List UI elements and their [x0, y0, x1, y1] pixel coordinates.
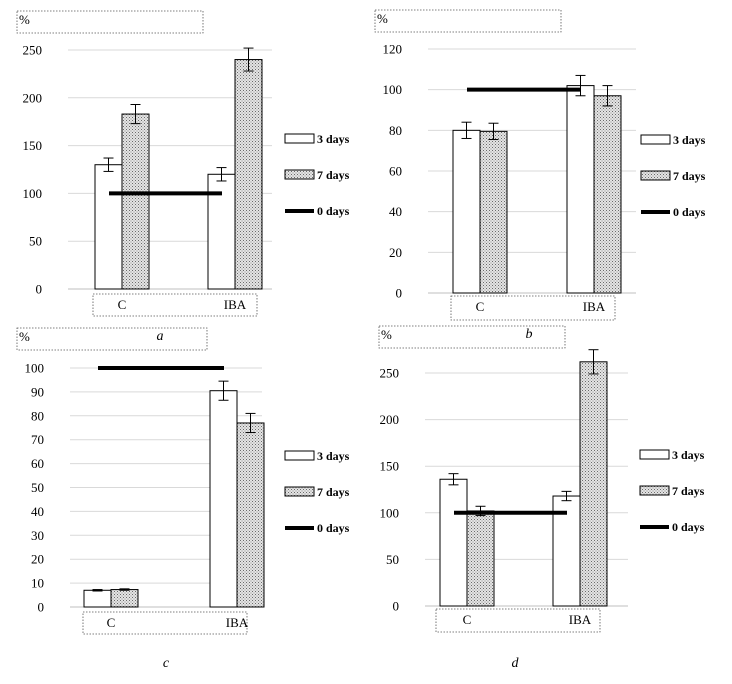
panel-d-unit-box [378, 325, 566, 349]
panel-a-category-box [92, 293, 258, 317]
panel-b-ytick-label: 80 [389, 123, 402, 138]
panel-c-ytick-label: 80 [31, 408, 44, 423]
panel-b-category-label-iba: IBA [583, 299, 606, 314]
panel-d-legend-swatch-3days [639, 449, 670, 460]
panel-c-category-label-c: C [107, 615, 116, 630]
panel-c-legend-swatch-3days [284, 450, 315, 461]
panel-b-bar-3days-iba [566, 85, 595, 294]
panel-a-unit-label: % [19, 12, 30, 27]
panel-b-bar-3days-c [452, 129, 481, 294]
panel-b-ytick-label: 40 [389, 204, 402, 219]
panel-c-ytick-label: 0 [38, 600, 45, 615]
panel-b-ytick-label: 60 [389, 164, 402, 179]
panel-c-ytick-label: 100 [25, 361, 45, 376]
panel-d-ytick-label: 50 [386, 552, 399, 567]
panel-a-ytick-label: 200 [23, 90, 43, 105]
panel-c-legend-label-3days: 3 days [317, 449, 350, 463]
panel-a-legend-swatch-7days [284, 169, 315, 180]
panel-d-ytick-label: 0 [393, 599, 400, 614]
panel-b-legend-swatch-7days [640, 170, 671, 181]
panel-c-ytick-label: 70 [31, 432, 44, 447]
panel-d-bar-7days-c [466, 510, 495, 607]
panel-c-bar-7days-iba [236, 422, 265, 608]
panel-b-legend-label-0days: 0 days [673, 205, 706, 219]
panel-a-category-label-iba: IBA [224, 297, 247, 312]
panel-b-ytick-label: 100 [383, 82, 403, 97]
panel-c-ytick-label: 40 [31, 504, 44, 519]
panel-d-category-label-c: C [463, 612, 472, 627]
panel-c-ytick-label: 10 [31, 576, 44, 591]
panel-b-ytick-label: 20 [389, 245, 402, 260]
panel-d-legend-swatch-7days [639, 485, 670, 496]
panel-d-legend-label-3days: 3 days [672, 448, 705, 462]
panel-b-legend-label-7days: 7 days [673, 169, 706, 183]
panel-d-category-label-iba: IBA [569, 612, 592, 627]
panel-a-ytick-label: 0 [36, 282, 43, 297]
panel-b-bar-7days-iba [593, 95, 622, 294]
panel-c-unit-label: % [19, 329, 30, 344]
panel-b-unit-label: % [377, 11, 388, 26]
panel-d-bar-3days-c [439, 478, 468, 607]
panel-c-ytick-label: 90 [31, 384, 44, 399]
panel-c-ytick-label: 30 [31, 528, 44, 543]
panel-a-bar-7days-iba [234, 59, 263, 290]
panel-c-ytick-label: 20 [31, 552, 44, 567]
panel-c-bar-7days-c [110, 589, 139, 608]
panel-d-bar-7days-iba [579, 361, 608, 607]
panel-d-ytick-label: 100 [380, 505, 400, 520]
panel-d-ytick-label: 200 [380, 412, 400, 427]
panel-a-unit-box [16, 10, 204, 34]
panel-d-ytick-label: 150 [380, 459, 400, 474]
panel-a-bar-7days-c [121, 113, 150, 290]
panel-c-ytick-label: 60 [31, 456, 44, 471]
panel-b-unit-box [374, 9, 562, 33]
panel-a-ytick-label: 100 [23, 186, 43, 201]
panel-a-legend-label-0days: 0 days [317, 204, 350, 218]
panel-c-unit-box [16, 327, 208, 351]
panel-d-category-box [435, 608, 601, 633]
panel-d-unit-label: % [381, 327, 392, 342]
panel-c-panel-label: c [163, 656, 170, 671]
panel-a-legend-label-3days: 3 days [317, 132, 350, 146]
panel-c-category-label-iba: IBA [226, 615, 249, 630]
panel-c-legend-swatch-7days [284, 486, 315, 497]
panel-a-ytick-label: 50 [29, 234, 42, 249]
panel-b-ytick-label: 0 [396, 286, 403, 301]
panel-d-legend-label-7days: 7 days [672, 484, 705, 498]
panel-d-ytick-label: 250 [380, 366, 400, 381]
panel-a-legend-swatch-3days [284, 133, 315, 144]
panel-c-ytick-label: 50 [31, 480, 44, 495]
panel-c-legend-label-0days: 0 days [317, 521, 350, 535]
panel-a-panel-label: a [157, 329, 164, 344]
panel-a-category-label-c: C [118, 297, 127, 312]
panel-b-category-label-c: C [476, 299, 485, 314]
panel-b-ytick-label: 120 [383, 42, 403, 57]
panel-b-legend-label-3days: 3 days [673, 133, 706, 147]
panel-a-bar-3days-c [94, 164, 123, 290]
panel-a-ytick-label: 150 [23, 138, 43, 153]
panel-d-panel-label: d [512, 656, 520, 671]
panel-b-legend-swatch-3days [640, 134, 671, 145]
panel-b-bar-7days-c [479, 130, 508, 294]
panel-c-legend-label-7days: 7 days [317, 485, 350, 499]
panel-b-panel-label: b [526, 327, 533, 342]
panel-a-ytick-label: 250 [23, 43, 43, 58]
panel-d-legend-label-0days: 0 days [672, 520, 705, 534]
panel-c-bar-3days-iba [209, 390, 238, 608]
panel-c-bar-3days-c [83, 589, 112, 608]
panel-b-category-box [450, 295, 616, 321]
panel-c-category-box [82, 611, 248, 635]
panel-a-legend-label-7days: 7 days [317, 168, 350, 182]
